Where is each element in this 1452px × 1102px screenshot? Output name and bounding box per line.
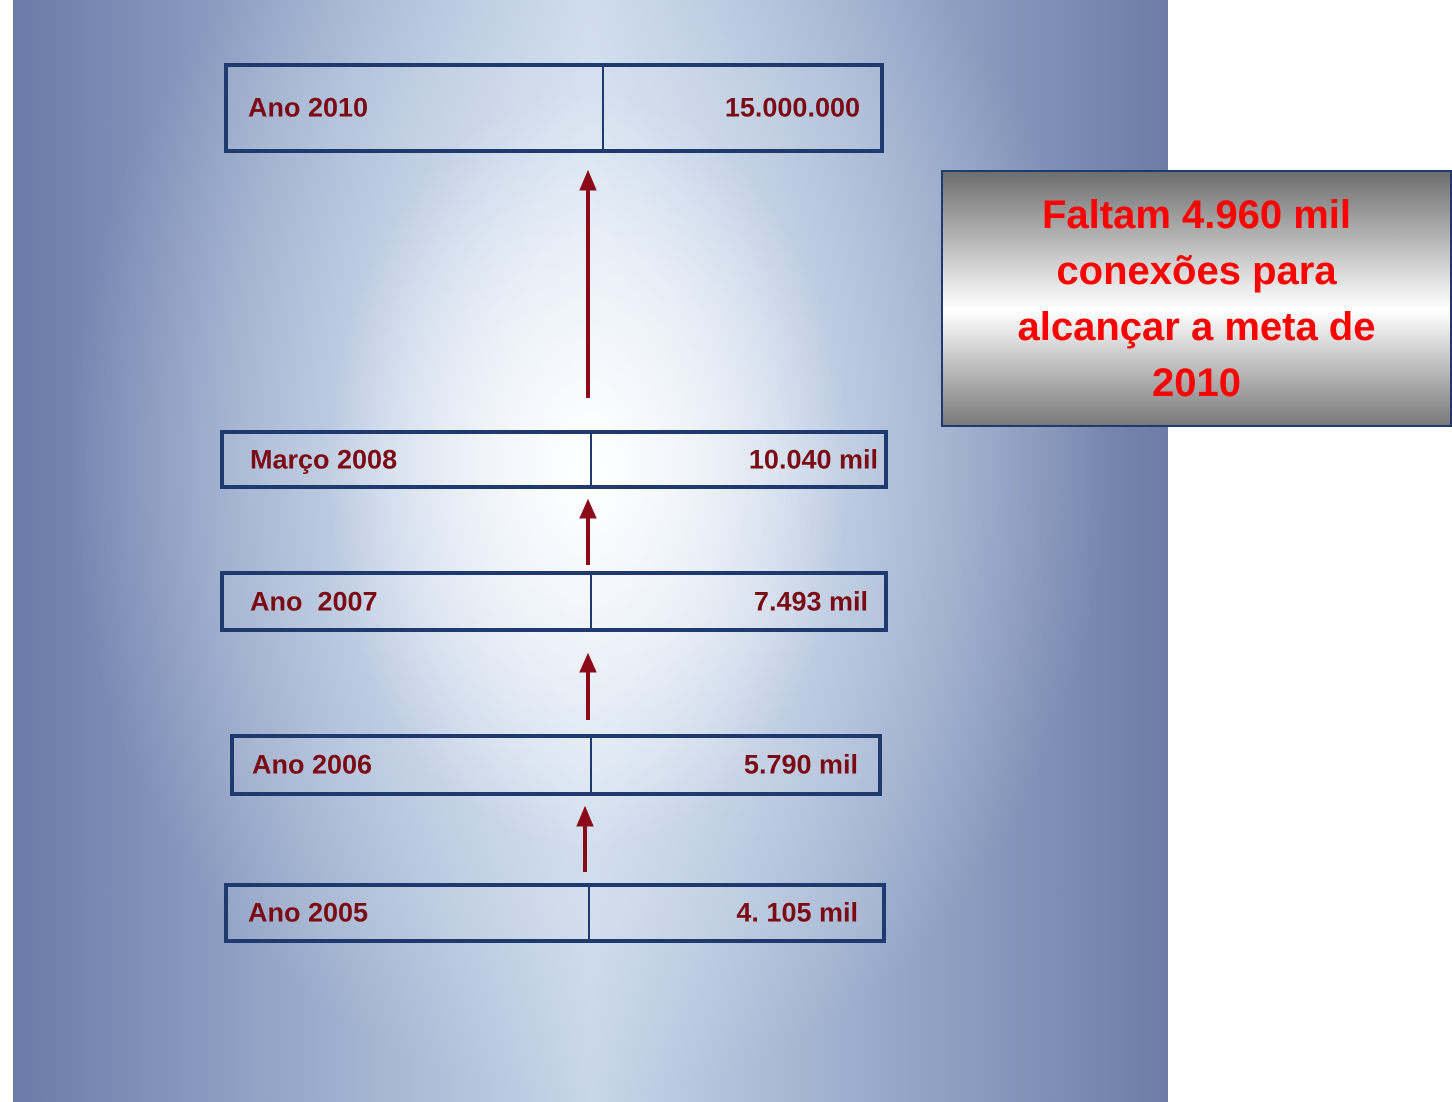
- callout-line: alcançar a meta de: [1017, 304, 1376, 349]
- row-value: 7.493 mil: [753, 586, 868, 616]
- row-value: 10.040 mil: [748, 444, 878, 474]
- arrow-head: [579, 652, 597, 673]
- callout-line: conexões para: [1056, 248, 1337, 293]
- arrow-head: [576, 805, 594, 827]
- callout-line: Faltam 4.960 mil: [1041, 192, 1352, 237]
- row-box: Ano 2005 4. 105 mil: [224, 883, 886, 943]
- row-value: 4. 105 mil: [736, 897, 858, 928]
- arrow-head: [579, 498, 597, 519]
- divider: [590, 738, 592, 792]
- row-label: Ano 2007: [250, 586, 378, 616]
- divider: [588, 887, 590, 939]
- row-label: Ano 2006: [252, 749, 373, 780]
- arrow-head: [579, 169, 597, 191]
- callout: Faltam 4.960 mil conexões para alcançar …: [941, 170, 1452, 427]
- divider: [590, 575, 592, 628]
- divider: [590, 434, 592, 485]
- row-box: Março 2008 10.040 mil: [220, 430, 888, 489]
- row-value: 15.000.000: [724, 92, 860, 123]
- row-label: Ano 2010: [248, 92, 369, 123]
- row-box: Ano 2010 15.000.000: [224, 63, 884, 153]
- callout-line: 2010: [1152, 360, 1241, 405]
- row-box: Ano 2007 7.493 mil: [220, 571, 888, 632]
- divider: [602, 67, 604, 149]
- row-value: 5.790 mil: [743, 749, 858, 780]
- row-label: Março 2008: [250, 444, 398, 474]
- row-box: Ano 2006 5.790 mil: [230, 734, 882, 796]
- row-label: Ano 2005: [248, 897, 369, 928]
